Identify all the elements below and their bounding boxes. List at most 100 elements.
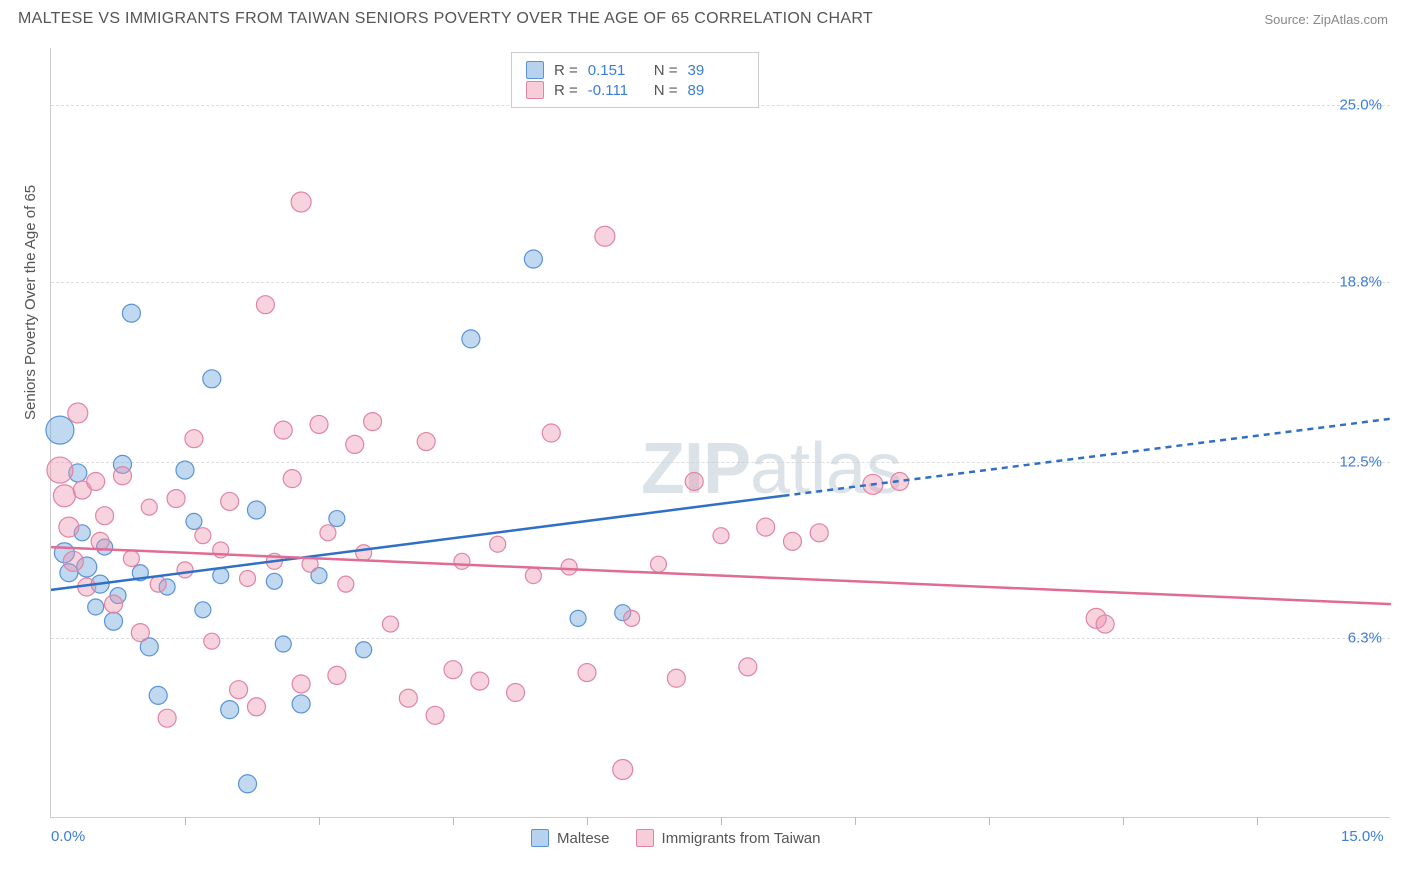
x-tick [319, 817, 320, 825]
data-point [320, 525, 336, 541]
data-point [141, 499, 157, 515]
data-point [186, 513, 202, 529]
r-value-maltese: 0.151 [588, 62, 644, 79]
data-point [578, 664, 596, 682]
data-point [507, 684, 525, 702]
n-value-maltese: 39 [688, 62, 744, 79]
x-tick [721, 817, 722, 825]
data-point [283, 470, 301, 488]
legend-label-taiwan: Immigrants from Taiwan [662, 830, 821, 847]
data-point [221, 492, 239, 510]
data-point [624, 610, 640, 626]
data-point [291, 192, 311, 212]
legend-item-maltese: Maltese [531, 829, 610, 847]
data-point [195, 602, 211, 618]
data-point [471, 672, 489, 690]
data-point [230, 681, 248, 699]
stats-row-maltese: R = 0.151 N = 39 [526, 61, 744, 79]
data-point [310, 415, 328, 433]
data-point [131, 624, 149, 642]
data-point [63, 551, 83, 571]
data-point [167, 490, 185, 508]
data-point [123, 550, 139, 566]
legend-item-taiwan: Immigrants from Taiwan [636, 829, 821, 847]
data-point [221, 701, 239, 719]
data-point [158, 709, 176, 727]
data-point [417, 433, 435, 451]
data-point [650, 556, 666, 572]
data-point [338, 576, 354, 592]
data-point [739, 658, 757, 676]
data-point [524, 250, 542, 268]
data-point [1096, 615, 1114, 633]
x-tick [1123, 817, 1124, 825]
chart-title: MALTESE VS IMMIGRANTS FROM TAIWAN SENIOR… [18, 10, 873, 28]
x-tick [453, 817, 454, 825]
data-point [87, 472, 105, 490]
data-point [757, 518, 775, 536]
stats-row-taiwan: R = -0.111 N = 89 [526, 81, 744, 99]
data-point [292, 695, 310, 713]
data-point [346, 435, 364, 453]
header: MALTESE VS IMMIGRANTS FROM TAIWAN SENIOR… [0, 0, 1406, 34]
data-point [329, 511, 345, 527]
data-point [150, 576, 166, 592]
data-point [399, 689, 417, 707]
data-point [204, 633, 220, 649]
data-point [542, 424, 560, 442]
data-point [382, 616, 398, 632]
data-point [247, 698, 265, 716]
data-point [275, 636, 291, 652]
data-point [96, 507, 114, 525]
data-point [88, 599, 104, 615]
data-point [356, 642, 372, 658]
data-point [490, 536, 506, 552]
data-point [59, 517, 79, 537]
data-point [274, 421, 292, 439]
data-point [247, 501, 265, 519]
data-point [256, 296, 274, 314]
x-tick [855, 817, 856, 825]
data-point [713, 528, 729, 544]
data-point [454, 553, 470, 569]
data-point [177, 562, 193, 578]
data-point [783, 532, 801, 550]
data-point [595, 226, 615, 246]
trend-line [51, 496, 784, 590]
bottom-legend: Maltese Immigrants from Taiwan [531, 829, 820, 847]
data-point [239, 775, 257, 793]
x-tick-label: 15.0% [1341, 828, 1384, 845]
data-point [328, 666, 346, 684]
legend-label-maltese: Maltese [557, 830, 610, 847]
y-tick-label: 18.8% [1339, 273, 1382, 290]
data-point [53, 485, 75, 507]
data-point [195, 528, 211, 544]
data-point [525, 568, 541, 584]
scatter-plot-svg [51, 48, 1390, 817]
data-point [105, 612, 123, 630]
legend-swatch-taiwan [636, 829, 654, 847]
data-point [570, 610, 586, 626]
data-point [364, 413, 382, 431]
x-tick [989, 817, 990, 825]
data-point [266, 573, 282, 589]
data-point [122, 304, 140, 322]
data-point [685, 472, 703, 490]
correlation-stats-box: R = 0.151 N = 39 R = -0.111 N = 89 [511, 52, 759, 108]
data-point [426, 706, 444, 724]
data-point [613, 760, 633, 780]
swatch-taiwan [526, 81, 544, 99]
x-tick-label: 0.0% [51, 828, 85, 845]
data-point [68, 403, 88, 423]
data-point [667, 669, 685, 687]
data-point [47, 457, 73, 483]
data-point [356, 545, 372, 561]
y-tick-label: 6.3% [1348, 630, 1382, 647]
data-point [185, 430, 203, 448]
data-point [176, 461, 194, 479]
data-point [444, 661, 462, 679]
trend-line [784, 419, 1391, 496]
x-tick [185, 817, 186, 825]
legend-swatch-maltese [531, 829, 549, 847]
y-axis-label: Seniors Poverty Over the Age of 65 [22, 185, 39, 420]
